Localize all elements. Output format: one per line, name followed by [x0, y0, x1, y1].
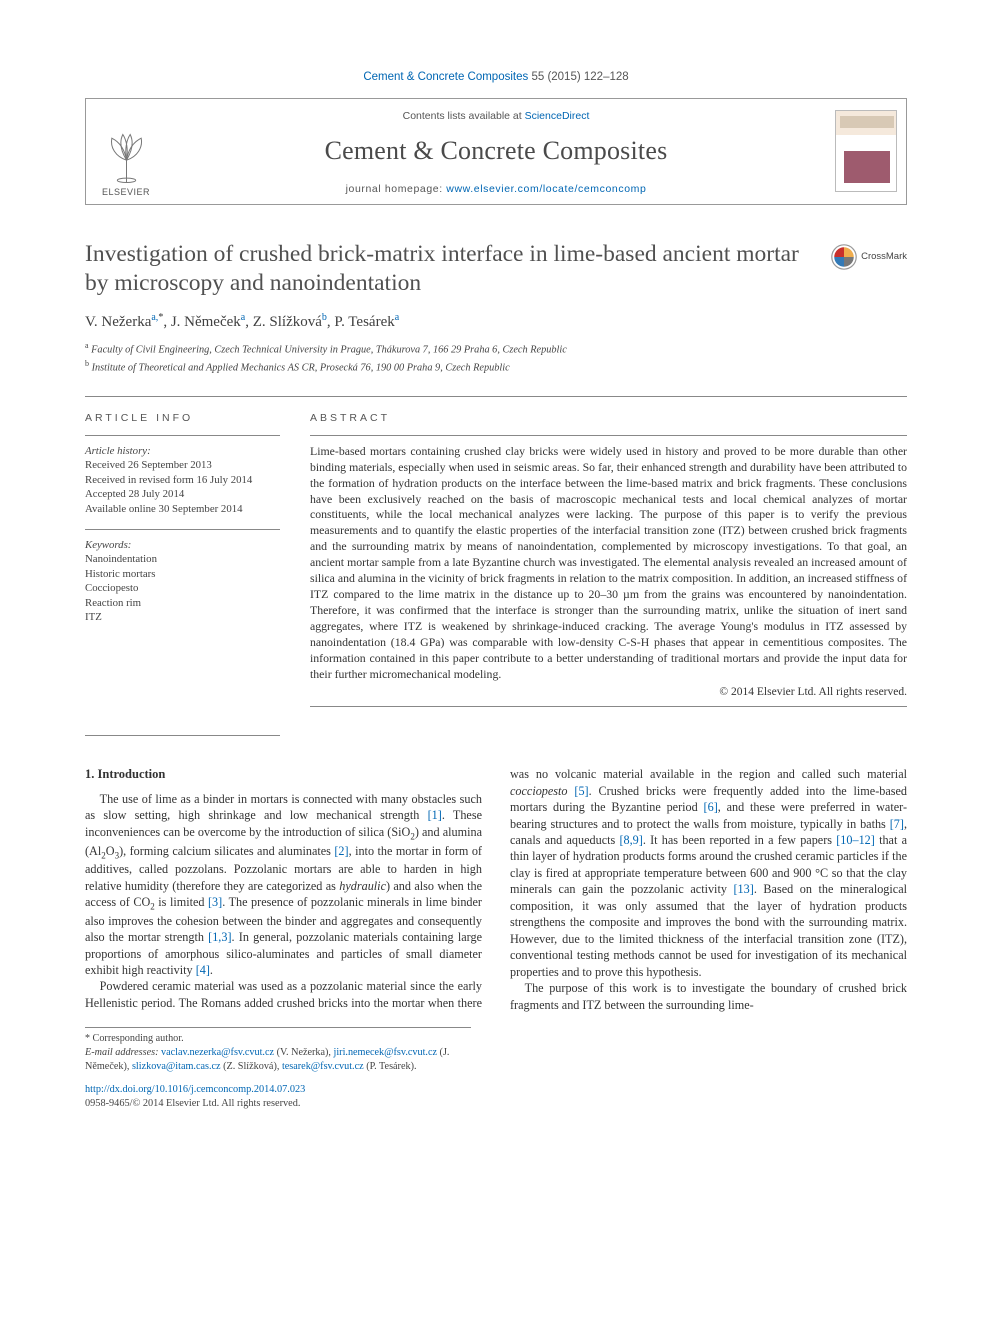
ref-10-12[interactable]: [10–12] [836, 833, 875, 847]
homepage-label: journal homepage: [346, 183, 447, 195]
publisher-logo-block: ELSEVIER [86, 99, 166, 204]
abstract-heading: ABSTRACT [310, 411, 907, 425]
affiliation-a: Faculty of Civil Engineering, Czech Tech… [91, 344, 567, 355]
abstract-copyright: © 2014 Elsevier Ltd. All rights reserved… [310, 685, 907, 701]
article-title: Investigation of crushed brick-matrix in… [85, 240, 817, 299]
sep2: , [245, 314, 253, 330]
corresponding-author-label: Corresponding author. [93, 1033, 184, 1044]
abstract-divider [310, 435, 907, 436]
crossmark-label: CrossMark [861, 251, 907, 264]
keyword-3: Cocciopesto [85, 581, 280, 596]
homepage-line: journal homepage: www.elsevier.com/locat… [174, 182, 818, 196]
ref-5[interactable]: [5] [574, 784, 588, 798]
sciencedirect-link[interactable]: ScienceDirect [525, 110, 590, 122]
keyword-2: Historic mortars [85, 567, 280, 582]
keyword-4: Reaction rim [85, 596, 280, 611]
p1e: ), forming calcium silicates and alumina… [119, 844, 334, 858]
bottom-bar: http://dx.doi.org/10.1016/j.cemconcomp.2… [85, 1083, 907, 1111]
para-3: The purpose of this work is to investiga… [510, 980, 907, 1013]
authors-line: V. Nežerkaa,*, J. Němečeka, Z. Slížkováb… [85, 311, 907, 332]
section-1-heading: 1. Introduction [85, 766, 482, 783]
history-received: Received 26 September 2013 [85, 458, 280, 473]
article-info-heading: ARTICLE INFO [85, 411, 280, 425]
info-divider [85, 435, 280, 436]
email-addresses-label: E-mail addresses: [85, 1047, 158, 1058]
p1a: The use of lime as a binder in mortars i… [85, 792, 482, 822]
ref-6[interactable]: [6] [704, 800, 718, 814]
email-4[interactable]: tesarek@fsv.cvut.cz [282, 1061, 364, 1072]
abstract-column: ABSTRACT Lime-based mortars containing c… [310, 411, 907, 708]
masthead-center: Contents lists available at ScienceDirec… [166, 99, 826, 204]
email-3-name: (Z. Slížková), [223, 1061, 279, 1072]
keywords-label: Keywords: [85, 538, 280, 553]
ref-3[interactable]: [3] [208, 895, 222, 909]
author-4-aff[interactable]: a [395, 312, 399, 323]
citation-line: Cement & Concrete Composites 55 (2015) 1… [85, 70, 907, 86]
email-2[interactable]: jiri.nemecek@fsv.cvut.cz [334, 1047, 437, 1058]
p1k: . [210, 963, 213, 977]
ref-1[interactable]: [1] [428, 808, 442, 822]
ref-7[interactable]: [7] [890, 817, 904, 831]
info-divider-2 [85, 529, 280, 530]
p2g: . Based on the mineralogical composition… [510, 882, 907, 978]
contents-available-line: Contents lists available at ScienceDirec… [174, 109, 818, 123]
ref-4[interactable]: [4] [196, 963, 210, 977]
para-1: The use of lime as a binder in mortars i… [85, 791, 482, 978]
footnotes: * Corresponding author. E-mail addresses… [85, 1027, 471, 1073]
email-1-name: (V. Nežerka), [277, 1047, 331, 1058]
hydraulic-em: hydraulic [339, 879, 386, 893]
body-text: 1. Introduction The use of lime as a bin… [85, 766, 907, 1013]
journal-cover-thumb [835, 110, 897, 192]
author-3: Z. Slížková [253, 314, 322, 330]
history-online: Available online 30 September 2014 [85, 502, 280, 517]
article-info-column: ARTICLE INFO Article history: Received 2… [85, 411, 280, 708]
issn-copyright: 0958-9465/© 2014 Elsevier Ltd. All right… [85, 1097, 907, 1111]
citation-journal-link[interactable]: Cement & Concrete Composites [363, 71, 528, 83]
homepage-link[interactable]: www.elsevier.com/locate/cemconcomp [446, 183, 646, 195]
affiliation-b: Institute of Theoretical and Applied Mec… [92, 362, 510, 373]
keyword-1: Nanoindentation [85, 552, 280, 567]
author-2: J. Němeček [171, 314, 241, 330]
crossmark-badge[interactable]: CrossMark [831, 244, 907, 270]
email-3[interactable]: slizkova@itam.cas.cz [132, 1061, 221, 1072]
p1d: O [106, 844, 115, 858]
ref-2[interactable]: [2] [334, 844, 348, 858]
masthead: ELSEVIER Contents lists available at Sci… [85, 98, 907, 205]
journal-name: Cement & Concrete Composites [174, 133, 818, 168]
p1h: is limited [155, 895, 208, 909]
cocciopesto-em: cocciopesto [510, 784, 568, 798]
abstract-text: Lime-based mortars containing crushed cl… [310, 444, 907, 683]
contents-text: Contents lists available at [403, 110, 525, 122]
ref-13[interactable]: [13] [734, 882, 754, 896]
history-accepted: Accepted 28 July 2014 [85, 487, 280, 502]
email-4-name: (P. Tesárek). [366, 1061, 416, 1072]
journal-cover-block [826, 99, 906, 204]
history-label: Article history: [85, 444, 280, 459]
publisher-name: ELSEVIER [102, 186, 150, 198]
author-4: P. Tesárek [334, 314, 394, 330]
author-1: V. Nežerka [85, 314, 151, 330]
divider-top [85, 396, 907, 397]
corr-star-icon: * [85, 1033, 90, 1044]
crossmark-icon [831, 244, 857, 270]
citation-suffix: 55 (2015) 122–128 [531, 71, 628, 83]
ref-1-3[interactable]: [1,3] [208, 930, 231, 944]
abstract-divider-bottom [310, 706, 907, 707]
history-revised: Received in revised form 16 July 2014 [85, 473, 280, 488]
elsevier-tree-icon [99, 129, 154, 184]
keyword-5: ITZ [85, 610, 280, 625]
ref-8-9[interactable]: [8,9] [619, 833, 642, 847]
affiliations: a Faculty of Civil Engineering, Czech Te… [85, 340, 907, 376]
doi-link[interactable]: http://dx.doi.org/10.1016/j.cemconcomp.2… [85, 1084, 305, 1095]
sep1: , [163, 314, 171, 330]
p2e: . It has been reported in a few papers [643, 833, 836, 847]
email-1[interactable]: vaclav.nezerka@fsv.cvut.cz [161, 1047, 274, 1058]
